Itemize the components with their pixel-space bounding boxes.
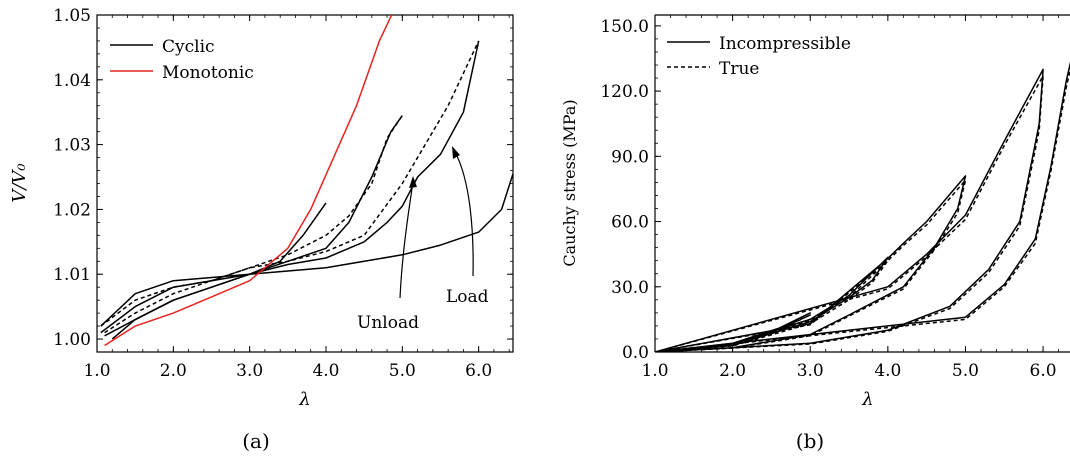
panel-b-ytick-label: 150.0 bbox=[600, 17, 649, 37]
panel-a-xtick-label: 5.0 bbox=[389, 361, 416, 381]
panel-a-series-monotonic-6 bbox=[104, 15, 393, 347]
panel-a-ytick-label: 1.03 bbox=[53, 136, 91, 156]
panel-a-xtick-label: 4.0 bbox=[312, 361, 339, 381]
legend-incompressible-label: Incompressible bbox=[719, 34, 851, 54]
load-arrow bbox=[454, 151, 474, 277]
panel-b-label: (b) bbox=[796, 429, 824, 453]
legend-cyclic-label: Cyclic bbox=[162, 37, 215, 57]
panel-a-xtick-label: 6.0 bbox=[465, 361, 492, 381]
panel-a-series-cyclic-2 bbox=[100, 115, 403, 327]
panel-a-label: (a) bbox=[242, 429, 270, 453]
panel-a-ytick-label: 1.04 bbox=[53, 71, 91, 91]
panel-a-series-cyclic-4 bbox=[104, 40, 480, 334]
panel-b-series bbox=[655, 61, 1070, 352]
load-arrowhead bbox=[452, 146, 460, 159]
panel-b-xtick-label: 1.0 bbox=[641, 361, 668, 381]
unload-label: Unload bbox=[357, 313, 419, 333]
panel-b-xlabel: λ bbox=[861, 389, 873, 410]
panel-b: 1.0 2.0 3.0 4.0 5.0 6.0 0.0 30.0 60.0 90.0 120.0 15… bbox=[560, 14, 1070, 453]
panel-a-series bbox=[100, 15, 513, 347]
panel-a-xtick-label: 2.0 bbox=[160, 361, 187, 381]
panel-b-ytick-label: 90.0 bbox=[611, 147, 649, 167]
panel-a-ylabel: V/V₀ bbox=[9, 163, 30, 202]
panel-a-series-cyclic-5 bbox=[111, 173, 513, 340]
panel-a-ytick-label: 1.00 bbox=[53, 330, 91, 350]
panel-b-ytick-label: 60.0 bbox=[611, 213, 649, 233]
panel-a-ytick-label: 1.05 bbox=[53, 6, 91, 26]
panel-a-legend: Cyclic Monotonic bbox=[110, 37, 254, 83]
panel-b-xtick-label: 6.0 bbox=[1030, 361, 1057, 381]
panel-a-xtick-label: 3.0 bbox=[236, 361, 263, 381]
panel-a-series-cyclic-0 bbox=[100, 202, 327, 327]
panel-b-series-true-1 bbox=[655, 67, 1070, 352]
panel-b-ytick-label: 120.0 bbox=[600, 82, 649, 102]
panel-a-xtick-label: 1.0 bbox=[83, 361, 110, 381]
panel-a-ticks: 1.0 2.0 3.0 4.0 5.0 6.0 1.00 1.01 1.02 1.03 1.04 1.… bbox=[53, 6, 513, 381]
panel-a: 1.0 2.0 3.0 4.0 5.0 6.0 1.00 1.01 1.02 1.03 1.04 1.… bbox=[9, 6, 514, 453]
panel-a-annotations: Unload Load bbox=[357, 146, 489, 333]
panel-a-xlabel: λ bbox=[298, 389, 310, 410]
panel-b-ylabel: Cauchy stress (MPa) bbox=[560, 99, 579, 266]
panel-a-ytick-label: 1.02 bbox=[53, 200, 91, 220]
panel-a-ytick-label: 1.01 bbox=[53, 265, 91, 285]
panel-b-ticks: 1.0 2.0 3.0 4.0 5.0 6.0 0.0 30.0 60.0 90.0 120.0 15… bbox=[600, 15, 1059, 381]
load-label: Load bbox=[446, 287, 489, 307]
legend-monotonic-label: Monotonic bbox=[162, 63, 254, 83]
panel-b-xtick-label: 4.0 bbox=[874, 361, 901, 381]
panel-b-xtick-label: 3.0 bbox=[797, 361, 824, 381]
panel-b-series-incompressible-0 bbox=[655, 61, 1070, 352]
panel-a-series-cyclic-1 bbox=[100, 115, 403, 334]
unload-arrowhead bbox=[409, 176, 417, 188]
panel-b-ytick-label: 0.0 bbox=[622, 343, 649, 363]
panel-b-ytick-label: 30.0 bbox=[611, 278, 649, 298]
panel-b-xtick-label: 2.0 bbox=[719, 361, 746, 381]
panel-a-series-cyclic-3 bbox=[104, 40, 480, 337]
unload-arrow bbox=[399, 181, 414, 299]
panel-b-xtick-label: 5.0 bbox=[952, 361, 979, 381]
panel-b-legend: Incompressible True bbox=[667, 34, 851, 79]
legend-true-label: True bbox=[719, 59, 759, 79]
